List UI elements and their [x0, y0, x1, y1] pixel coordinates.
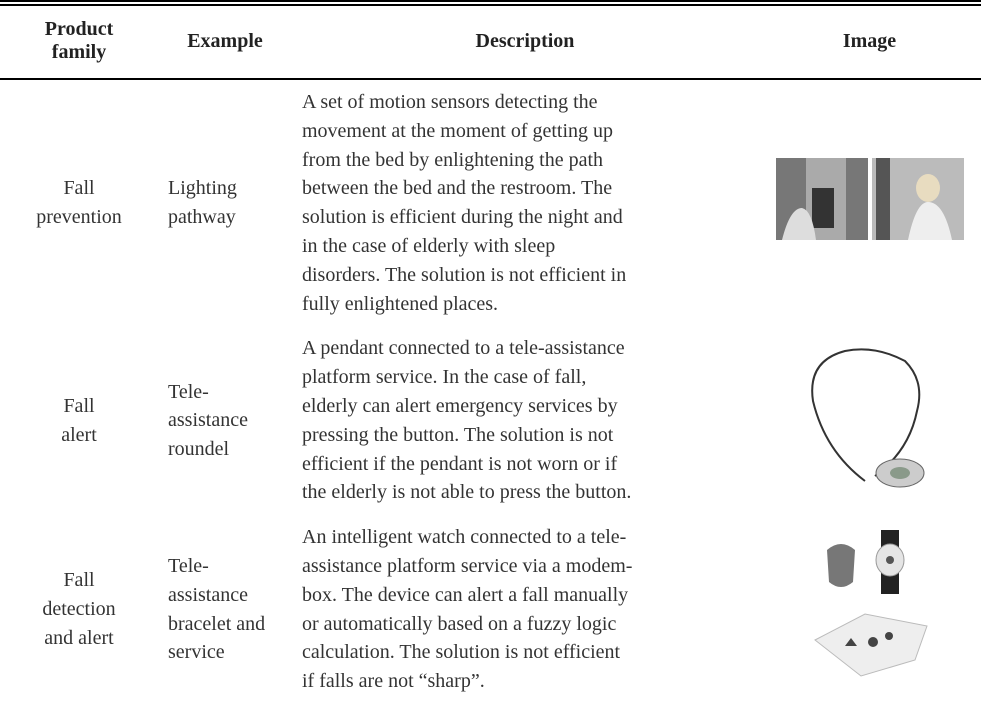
text-line: A pendant connected to a tele-assistance	[302, 337, 625, 360]
description-cell: An intelligent watch connected to a tele…	[292, 515, 758, 704]
text-line: Description	[475, 29, 575, 52]
column-header: Image	[758, 3, 981, 80]
text-line: family	[51, 41, 107, 63]
family-cell: Fall alert	[0, 326, 158, 515]
text-line: Lighting	[168, 177, 237, 200]
text-line: Image	[842, 29, 897, 52]
table-row: Fall prevention Lighting pathway A set of …	[0, 79, 981, 326]
lighting-photo	[775, 157, 964, 240]
text-line: in the case of elderly with sleep	[302, 234, 556, 257]
text-line: movement at the moment of getting up	[302, 119, 614, 142]
image-cell	[758, 326, 981, 515]
bracelet-photo	[813, 530, 928, 677]
text-line: platform service. In the case of fall,	[302, 366, 587, 389]
description-cell: A pendant connected to a tele-assistance…	[292, 326, 758, 515]
image-cell	[758, 515, 981, 704]
text-line: box. The device can alert a fall manuall…	[302, 583, 629, 606]
description-cell: A set of motion sensors detecting the mov…	[292, 79, 758, 326]
text-line: from the bed by enlightening the path	[302, 148, 604, 171]
text-line: Example	[187, 29, 263, 52]
table-row: Fall alert Tele-assistance roundel A penda…	[0, 326, 981, 515]
text-line: Tele-	[168, 554, 209, 577]
text-line: Fall	[63, 569, 95, 592]
text-line: detection	[42, 598, 116, 621]
text-line: Fall	[63, 394, 95, 417]
text-line: assistance platform service via a modem-	[302, 554, 633, 577]
text-line: efficient if the pendant is not worn or …	[302, 452, 618, 475]
family-cell: Fall detection and alert	[0, 515, 158, 704]
text-line: bracelet and	[168, 612, 266, 635]
column-header: Description	[292, 3, 758, 80]
text-line: Fall	[63, 177, 95, 200]
text-line: Product	[44, 18, 114, 40]
pendant-photo	[810, 348, 924, 488]
text-line: between the bed and the restroom. The	[302, 177, 613, 200]
text-line: elderly can alert emergency services by	[302, 394, 618, 417]
text-line: calculation. The solution is not efficie…	[302, 641, 621, 664]
image-cell	[758, 79, 981, 326]
column-header: Example	[158, 3, 292, 80]
example-cell: Tele-assistance bracelet and service	[158, 515, 292, 704]
text-line: the elderly is not able to press the but…	[302, 481, 632, 504]
text-line: prevention	[36, 206, 122, 229]
example-cell: Tele-assistance roundel	[158, 326, 292, 515]
text-line: Tele-	[168, 380, 209, 403]
text-line: if falls are not “sharp”.	[302, 670, 485, 693]
table-row: Fall detection and alert Tele-assistance br…	[0, 515, 981, 704]
text-line: alert	[61, 423, 97, 446]
text-line: A set of motion sensors detecting the	[302, 91, 598, 113]
header-row: Product family Example Description Image	[0, 3, 981, 80]
text-line: and alert	[44, 626, 114, 649]
text-line: pathway	[168, 206, 236, 229]
example-cell: Lighting pathway	[158, 79, 292, 326]
text-line: assistance	[168, 409, 248, 432]
family-cell: Fall prevention	[0, 79, 158, 326]
text-line: disorders. The solution is not efficient…	[302, 263, 627, 286]
text-line: An intelligent watch connected to a tele…	[302, 526, 627, 549]
text-line: service	[168, 641, 225, 664]
text-line: or automatically based on a fuzzy logic	[302, 612, 617, 635]
text-line: solution is efficient during the night a…	[302, 206, 623, 229]
text-line: fully enlightened places.	[302, 292, 499, 315]
text-line: roundel	[168, 438, 230, 461]
text-line: pressing the button. The solution is not	[302, 423, 614, 446]
text-line: assistance	[168, 583, 248, 606]
column-header: Product family	[0, 3, 158, 80]
